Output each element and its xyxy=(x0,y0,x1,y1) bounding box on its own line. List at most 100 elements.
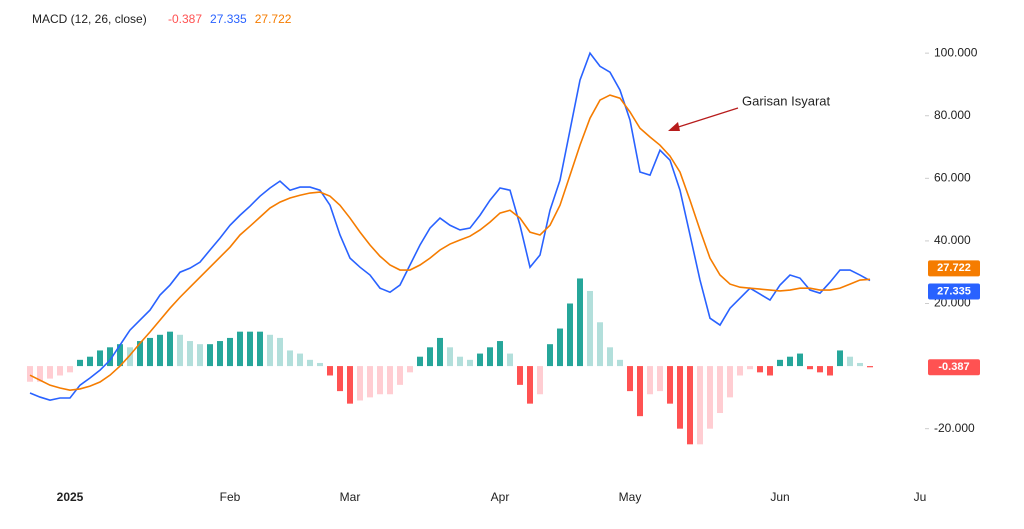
histogram-bar xyxy=(387,366,393,395)
histogram-bar xyxy=(517,366,523,385)
histogram-bar xyxy=(417,356,423,367)
legend-value: 27.722 xyxy=(255,12,292,26)
histogram-bar xyxy=(677,366,683,429)
badge-label: 27.335 xyxy=(937,285,971,297)
histogram-bar xyxy=(97,350,103,367)
histogram-bar xyxy=(157,334,163,367)
histogram-bar xyxy=(197,344,203,367)
histogram-bar xyxy=(177,334,183,367)
histogram-bar xyxy=(247,331,253,367)
badge-label: 27.722 xyxy=(937,262,971,274)
chart-title: MACD (12, 26, close) xyxy=(32,12,147,26)
histogram-bar xyxy=(87,356,93,367)
annotation-arrow xyxy=(671,107,739,130)
histogram-bar xyxy=(837,350,843,367)
badge-bg xyxy=(928,359,980,376)
histogram-bar xyxy=(297,353,303,367)
y-tick-label: 60.000 xyxy=(934,170,971,184)
histogram-bar xyxy=(367,366,373,398)
histogram-bar xyxy=(357,366,363,401)
histogram-bar xyxy=(117,344,123,367)
arrow-head xyxy=(668,122,680,131)
x-tick-label: 2025 xyxy=(57,490,84,504)
histogram-bar xyxy=(547,344,553,367)
histogram-bar xyxy=(577,278,583,367)
histogram-bar xyxy=(667,366,673,404)
histogram-bar xyxy=(257,331,263,367)
histogram-bar xyxy=(787,356,793,367)
histogram-bar xyxy=(187,341,193,367)
histogram-bar xyxy=(267,334,273,367)
histogram-bar xyxy=(107,347,113,367)
legend-value: -0.387 xyxy=(168,12,202,26)
histogram-bar xyxy=(717,366,723,414)
histogram-bar xyxy=(277,337,283,367)
histogram-bar xyxy=(217,341,223,367)
x-tick-label: Apr xyxy=(491,490,510,504)
histogram-bar xyxy=(407,366,413,373)
histogram-bar xyxy=(467,359,473,367)
badge-label: -0.387 xyxy=(938,361,969,373)
histogram-bar xyxy=(27,366,33,382)
histogram-bar xyxy=(537,366,543,395)
histogram-bar xyxy=(747,366,753,370)
histogram-bar xyxy=(827,366,833,376)
y-tick-label: 80.000 xyxy=(934,108,971,122)
histogram-bar xyxy=(487,347,493,367)
histogram-bar xyxy=(347,366,353,404)
histogram-bar xyxy=(597,322,603,367)
histogram-bar xyxy=(857,362,863,367)
histogram-bar xyxy=(227,337,233,367)
histogram-bar xyxy=(647,366,653,395)
histogram-bar xyxy=(77,359,83,367)
histogram-bar xyxy=(37,366,43,382)
histogram-bar xyxy=(457,356,463,367)
histogram-bar xyxy=(847,356,853,367)
histogram-bar xyxy=(207,344,213,367)
histogram-bar xyxy=(147,337,153,367)
histogram-bar xyxy=(757,366,763,373)
histogram-bar xyxy=(317,362,323,367)
badge-bg xyxy=(928,260,980,277)
histogram-bar xyxy=(47,366,53,379)
histogram-bar xyxy=(287,350,293,367)
histogram-bar xyxy=(797,353,803,367)
histogram-bar xyxy=(557,328,563,367)
histogram-bar xyxy=(127,347,133,367)
histogram-bar xyxy=(777,359,783,367)
legend-value: 27.335 xyxy=(210,12,247,26)
x-tick-label: Feb xyxy=(220,490,241,504)
histogram-bar xyxy=(337,366,343,392)
value-badge: -0.387 xyxy=(928,359,980,376)
histogram-bar xyxy=(437,337,443,367)
y-tick-label: 40.000 xyxy=(934,233,971,247)
histogram-bar xyxy=(377,366,383,395)
x-tick-label: Ju xyxy=(914,490,927,504)
histogram-bar xyxy=(627,366,633,392)
y-tick-label: 100.000 xyxy=(934,45,978,59)
x-tick-label: Mar xyxy=(340,490,361,504)
line xyxy=(29,51,871,402)
histogram-bar xyxy=(867,366,873,368)
histogram-bar xyxy=(527,366,533,404)
histogram-bar xyxy=(397,366,403,385)
histogram-bar xyxy=(727,366,733,398)
histogram-bar xyxy=(67,366,73,373)
histogram-bar xyxy=(497,341,503,367)
y-tick-label: -20.000 xyxy=(934,421,975,435)
histogram-bar xyxy=(617,359,623,367)
badge-bg xyxy=(928,283,980,300)
histogram-bar xyxy=(817,366,823,373)
line xyxy=(29,94,871,391)
histogram-bar xyxy=(587,290,593,367)
histogram-bar xyxy=(607,347,613,367)
histogram-bar xyxy=(137,341,143,367)
x-tick-label: Jun xyxy=(770,490,789,504)
x-tick-label: May xyxy=(619,490,642,504)
histogram-bar xyxy=(167,331,173,367)
histogram-bar xyxy=(697,366,703,445)
histogram-bar xyxy=(427,347,433,367)
histogram-bar xyxy=(477,353,483,367)
histogram-bar xyxy=(507,353,513,367)
